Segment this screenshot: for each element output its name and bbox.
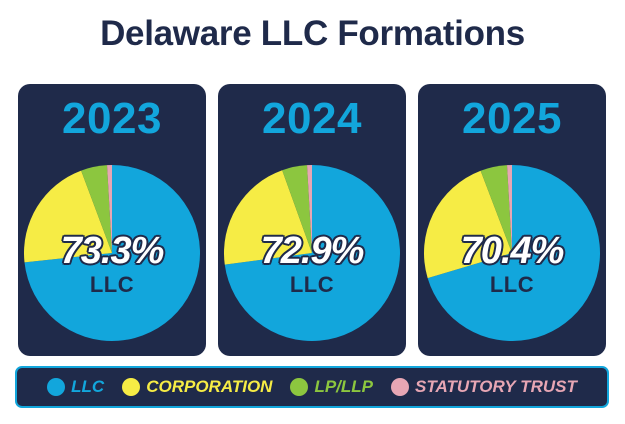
legend-label-corporation: CORPORATION — [146, 377, 273, 396]
pie-slice-2023-llc — [24, 165, 200, 341]
pie-panel-2025: 2025 70.4% LLC — [418, 84, 606, 356]
chart-title: Delaware LLC Formations — [100, 14, 525, 53]
legend-item-corporation: CORPORATION — [122, 377, 272, 397]
pie-panel-2024: 2024 72.9% LLC — [218, 84, 406, 356]
legend-label-llc: LLC — [71, 377, 105, 396]
legend-label-statutory-trust: STATUTORY TRUST — [415, 377, 577, 396]
pie-panel-2023: 2023 73.3% LLC — [18, 84, 206, 356]
pie-slice-2023-lp-llp — [81, 165, 112, 253]
pie-slice-2023-statutory-trust — [107, 165, 112, 253]
year-label-2024: 2024 — [262, 94, 362, 143]
pie-chart-2024 — [223, 165, 400, 341]
llc-sublabel-2025: LLC — [489, 272, 535, 297]
legend-swatch-corporation — [122, 378, 141, 396]
llc-percentage-2023: 73.3% — [60, 230, 165, 272]
legend-label-lp-llp: LP/LLP — [314, 377, 374, 396]
pie-slice-2025-llc — [427, 165, 601, 341]
pie-slice-2023-corporation — [23, 170, 113, 263]
pie-slice-2025-statutory-trust — [507, 165, 512, 253]
pie-slice-2024-llc — [224, 165, 400, 341]
pie-slice-2025-lp-llp — [480, 165, 512, 253]
legend-swatch-llc — [47, 378, 66, 396]
llc-percentage-2025: 70.4% — [460, 230, 565, 272]
year-label-2023: 2023 — [62, 94, 162, 143]
llc-sublabel-2024: LLC — [289, 272, 335, 297]
pie-slice-2024-statutory-trust — [307, 165, 312, 253]
pie-chart-2023 — [23, 165, 200, 341]
pie-slice-2024-corporation — [223, 170, 312, 265]
pie-chart-2025 — [424, 165, 601, 341]
legend-swatch-lp-llp — [290, 378, 309, 396]
pie-slice-2025-corporation — [424, 170, 512, 279]
legend-item-statutory-trust: STATUTORY TRUST — [391, 377, 577, 397]
year-label-2025: 2025 — [462, 94, 562, 143]
chart-legend: LLC CORPORATION LP/LLP STATUTORY TRUST — [15, 366, 609, 408]
legend-swatch-statutory-trust — [391, 378, 410, 396]
pie-slice-2024-lp-llp — [282, 165, 312, 253]
llc-percentage-2024: 72.9% — [260, 230, 365, 272]
legend-item-lp-llp: LP/LLP — [290, 377, 373, 397]
legend-item-llc: LLC — [47, 377, 104, 397]
llc-sublabel-2023: LLC — [89, 272, 135, 297]
